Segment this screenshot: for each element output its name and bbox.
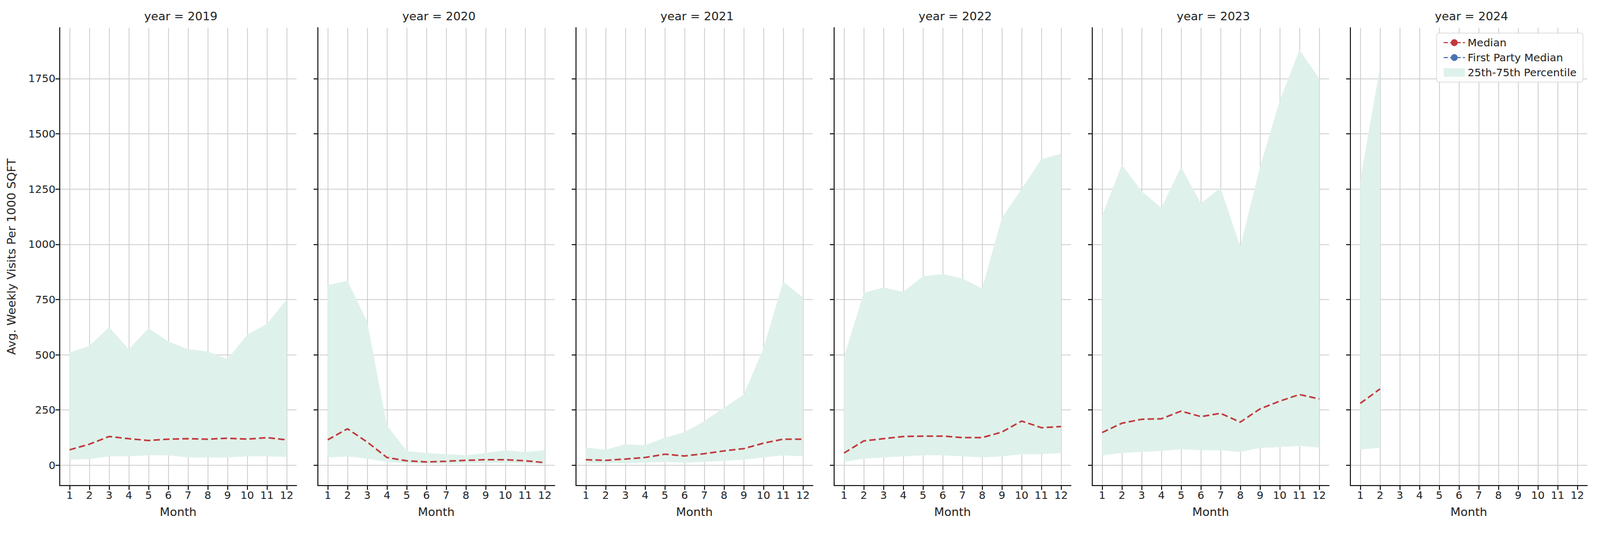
svg-text:1000: 1000	[28, 237, 56, 251]
svg-text:12: 12	[796, 489, 810, 502]
svg-text:2: 2	[85, 489, 93, 502]
svg-text:4: 4	[641, 489, 649, 502]
svg-text:2: 2	[1118, 489, 1126, 502]
svg-text:1: 1	[582, 489, 590, 502]
svg-text:12: 12	[1312, 489, 1326, 502]
svg-text:11: 11	[518, 489, 532, 502]
svg-text:0: 0	[48, 459, 56, 472]
svg-text:year = 2019: year = 2019	[144, 9, 218, 23]
svg-text:8: 8	[462, 489, 470, 502]
svg-text:6: 6	[939, 489, 947, 502]
svg-text:11: 11	[776, 489, 790, 502]
svg-text:1: 1	[1098, 489, 1106, 502]
svg-text:10: 10	[1531, 489, 1545, 502]
svg-text:9: 9	[1514, 489, 1522, 502]
svg-text:7: 7	[442, 489, 450, 502]
svg-text:3: 3	[105, 489, 113, 502]
svg-text:8: 8	[1236, 489, 1244, 502]
svg-text:8: 8	[720, 489, 728, 502]
svg-text:10: 10	[498, 489, 512, 502]
svg-text:10: 10	[1273, 489, 1287, 502]
svg-text:Month: Month	[160, 505, 197, 519]
svg-text:5: 5	[1177, 489, 1185, 502]
svg-text:2: 2	[344, 489, 351, 502]
svg-text:7: 7	[1217, 489, 1224, 502]
svg-text:10: 10	[756, 489, 771, 502]
svg-text:3: 3	[880, 489, 887, 502]
svg-text:1: 1	[324, 489, 332, 502]
svg-text:1: 1	[1356, 489, 1364, 502]
svg-text:2: 2	[602, 489, 610, 502]
svg-text:3: 3	[363, 489, 371, 502]
svg-text:2: 2	[860, 489, 868, 502]
svg-text:Month: Month	[418, 505, 455, 519]
svg-text:8: 8	[978, 489, 986, 502]
svg-text:Avg. Weekly Visits Per 1000 SQ: Avg. Weekly Visits Per 1000 SQFT	[4, 158, 19, 356]
svg-text:12: 12	[1570, 489, 1584, 502]
svg-text:6: 6	[164, 489, 172, 502]
svg-text:year = 2024: year = 2024	[1434, 9, 1509, 23]
svg-text:500: 500	[35, 348, 56, 362]
svg-text:6: 6	[422, 489, 430, 502]
svg-text:Month: Month	[1192, 505, 1230, 519]
svg-text:6: 6	[1455, 489, 1463, 502]
svg-text:11: 11	[1292, 489, 1307, 502]
svg-text:12: 12	[280, 489, 294, 502]
svg-text:1500: 1500	[28, 127, 56, 141]
svg-text:7: 7	[958, 489, 966, 502]
svg-text:3: 3	[1396, 489, 1404, 502]
svg-text:250: 250	[35, 403, 56, 417]
svg-text:1250: 1250	[28, 182, 56, 196]
svg-text:3: 3	[1138, 489, 1146, 502]
svg-text:Month: Month	[676, 505, 714, 519]
svg-text:11: 11	[1550, 489, 1565, 502]
svg-text:25th-75th Percentile: 25th-75th Percentile	[1467, 66, 1577, 79]
svg-text:year = 2023: year = 2023	[1176, 9, 1251, 23]
svg-text:5: 5	[919, 489, 927, 502]
svg-text:10: 10	[1014, 489, 1029, 502]
svg-text:2: 2	[1376, 489, 1384, 502]
svg-text:11: 11	[260, 489, 274, 502]
svg-text:3: 3	[621, 489, 629, 502]
svg-text:year = 2020: year = 2020	[402, 9, 476, 23]
svg-text:9: 9	[224, 489, 231, 502]
svg-text:11: 11	[1034, 489, 1048, 502]
svg-text:8: 8	[1494, 489, 1502, 502]
svg-text:5: 5	[403, 489, 411, 502]
svg-text:4: 4	[1157, 489, 1165, 502]
svg-text:750: 750	[35, 293, 56, 307]
svg-text:4: 4	[383, 489, 391, 502]
svg-text:6: 6	[1197, 489, 1205, 502]
svg-text:year = 2022: year = 2022	[918, 9, 992, 23]
svg-text:9: 9	[1256, 489, 1264, 502]
svg-text:Median: Median	[1467, 36, 1507, 50]
svg-text:Month: Month	[934, 505, 972, 519]
svg-text:Month: Month	[1450, 505, 1488, 519]
svg-text:7: 7	[184, 489, 192, 502]
svg-text:4: 4	[899, 489, 907, 502]
svg-text:9: 9	[482, 489, 490, 502]
svg-text:4: 4	[1416, 489, 1423, 502]
svg-text:First Party Median: First Party Median	[1467, 51, 1564, 64]
svg-text:12: 12	[1054, 489, 1068, 502]
svg-text:6: 6	[681, 489, 688, 502]
svg-text:1750: 1750	[28, 72, 56, 85]
svg-text:8: 8	[204, 489, 212, 502]
svg-text:year = 2021: year = 2021	[660, 9, 734, 23]
svg-text:7: 7	[700, 489, 708, 502]
svg-text:1: 1	[840, 489, 848, 502]
svg-text:10: 10	[240, 489, 254, 502]
svg-text:7: 7	[1475, 489, 1483, 502]
svg-text:5: 5	[145, 489, 152, 502]
svg-text:9: 9	[998, 489, 1006, 502]
svg-text:9: 9	[740, 489, 748, 502]
svg-text:1: 1	[66, 489, 74, 502]
svg-text:4: 4	[125, 489, 133, 502]
svg-text:5: 5	[1435, 489, 1443, 502]
svg-text:12: 12	[538, 489, 552, 502]
svg-text:5: 5	[661, 489, 669, 502]
